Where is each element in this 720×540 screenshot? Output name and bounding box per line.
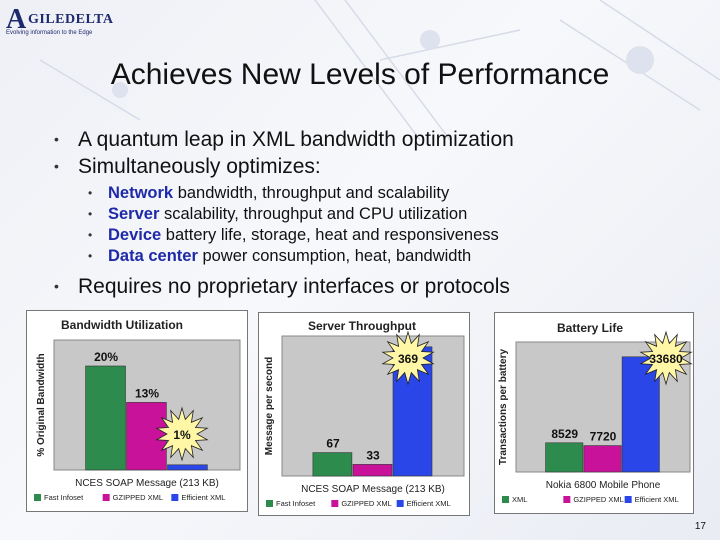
chart-svg: Bandwidth Utilization % Original Bandwidt… (26, 310, 248, 512)
legend-swatch (102, 494, 110, 501)
chart-title: Bandwidth Utilization (61, 318, 183, 332)
sub-bullet-text: battery life, storage, heat and responsi… (161, 226, 499, 244)
bar (126, 402, 167, 471)
legend-label: GZIPPED XML (573, 495, 623, 504)
x-axis-label: NCES SOAP Message (213 KB) (75, 478, 219, 489)
legend-swatch (331, 500, 339, 507)
data-label: 33680 (649, 352, 683, 366)
legend-swatch (171, 494, 179, 501)
bar (583, 445, 622, 473)
slide-title: Achieves New Levels of Performance (110, 58, 610, 91)
bar (85, 365, 126, 471)
bullet-dot: • (88, 186, 93, 200)
bar (545, 442, 584, 473)
bullet-dot: • (54, 158, 59, 174)
data-label: 7720 (590, 430, 617, 444)
bullet-text: Requires no proprietary interfaces or pr… (78, 275, 510, 298)
chart-svg: Server Throughput Message per second 67 33 3… (258, 312, 470, 516)
data-label: 1% (173, 428, 191, 442)
sub-bullet-text: power consumption, heat, bandwidth (197, 247, 472, 265)
agiledelta-logo: A GILEDELTA Evolving information to the … (4, 4, 114, 38)
logo-name: GILEDELTA (28, 12, 114, 27)
bullet-dot: • (54, 131, 59, 147)
page-number: 17 (694, 521, 706, 532)
bullet-dot: • (54, 278, 59, 294)
chart-title: Server Throughput (308, 319, 416, 333)
bullet-dot: • (88, 207, 93, 221)
bar (312, 452, 353, 477)
sub-bullet-keyword: Network (108, 184, 174, 202)
legend-label: Fast Infoset (44, 493, 84, 502)
legend-swatch (624, 496, 632, 503)
starburst-callout (381, 330, 435, 386)
legend-swatch (563, 496, 571, 503)
sub-bullet-text: bandwidth, throughput and scalability (173, 184, 450, 202)
legend-label: GZIPPED XML (341, 499, 391, 508)
sub-bullet-item: • Server scalability, throughput and CPU… (88, 204, 694, 225)
bandwidth-utilization-chart: Bandwidth Utilization % Original Bandwidt… (26, 310, 248, 512)
sub-bullet-item: • Network bandwidth, throughput and scal… (88, 183, 694, 204)
starburst-callout (155, 406, 209, 462)
y-axis-label: Transactions per battery (498, 348, 509, 465)
legend-swatch (266, 500, 273, 507)
y-axis-label: Message per second (264, 357, 275, 455)
data-label: 13% (135, 386, 159, 400)
data-label: 369 (398, 352, 418, 366)
bar (167, 464, 208, 471)
bar (352, 464, 393, 477)
bullet-dot: • (88, 249, 93, 263)
x-axis-label: Nokia 6800 Mobile Phone (546, 480, 661, 491)
legend-swatch (396, 500, 404, 507)
sub-bullet-list: • Network bandwidth, throughput and scal… (88, 183, 694, 267)
legend-label: GZIPPED XML (113, 493, 163, 502)
data-label: 67 (326, 437, 340, 451)
logo-mark: A (6, 4, 27, 35)
legend-label: XML (512, 495, 527, 504)
sub-bullet-item: • Data center power consumption, heat, b… (88, 246, 694, 267)
logo-tagline: Evolving information to the Edge (6, 30, 93, 36)
server-throughput-chart: Server Throughput Message per second 67 33 3… (258, 312, 470, 516)
bullet-item: • Requires no proprietary interfaces or … (54, 273, 694, 300)
battery-life-chart: Battery Life Transactions per battery 8529… (494, 312, 694, 514)
legend-label: Efficient XML (635, 495, 679, 504)
legend-label: Efficient XML (407, 499, 451, 508)
bullet-text: Simultaneously optimizes: (78, 155, 321, 178)
sub-bullet-keyword: Data center (108, 247, 198, 265)
bar (621, 356, 660, 473)
chart-title: Battery Life (557, 321, 623, 335)
x-axis-label: NCES SOAP Message (213 KB) (301, 484, 445, 495)
data-label: 20% (94, 350, 118, 364)
legend-label: Fast Infoset (276, 499, 316, 508)
bullet-dot: • (88, 228, 93, 242)
data-label: 8529 (551, 427, 578, 441)
data-label: 33 (366, 448, 380, 462)
y-axis-label: % Original Bandwidth (36, 353, 47, 456)
sub-bullet-text: scalability, throughput and CPU utilizat… (159, 205, 468, 223)
plot-area (281, 335, 465, 477)
bullet-text: A quantum leap in XML bandwidth optimiza… (78, 128, 514, 151)
bullet-item: • Simultaneously optimizes: (54, 153, 694, 180)
legend-swatch (502, 496, 509, 503)
bullet-list: • A quantum leap in XML bandwidth optimi… (54, 126, 694, 300)
sub-bullet-keyword: Server (108, 205, 160, 223)
starburst-callout (639, 330, 693, 386)
chart-svg: Battery Life Transactions per battery 8529… (494, 312, 694, 514)
bullet-item: • A quantum leap in XML bandwidth optimi… (54, 126, 694, 153)
legend-label: Efficient XML (181, 493, 225, 502)
legend-swatch (34, 494, 41, 501)
sub-bullet-keyword: Device (108, 226, 162, 244)
sub-bullet-item: • Device battery life, storage, heat and… (88, 225, 694, 246)
